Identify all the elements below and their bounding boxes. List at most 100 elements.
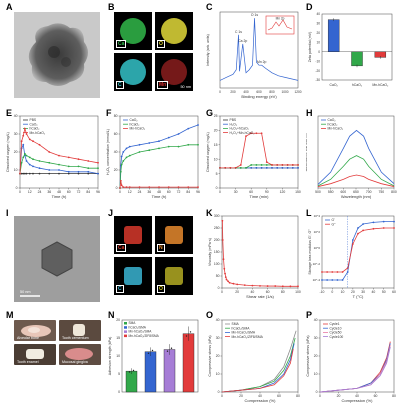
map-element-label: Mn: [157, 81, 169, 89]
photo-shape: [65, 348, 93, 360]
photo-shape: [21, 325, 51, 337]
legend-label: hCaO₂: [30, 127, 41, 131]
data-point: [48, 172, 51, 175]
data-point: [250, 166, 253, 169]
y-tick-label: 25: [214, 114, 218, 118]
data-point: [148, 142, 151, 144]
photo-tooth-cementum: Tooth cementum: [59, 320, 101, 341]
data-point: [224, 166, 227, 169]
y-tick-label: -10: [315, 59, 320, 63]
x-tick-label: 60: [67, 190, 71, 194]
x-axis-label: Compression (%): [342, 398, 374, 403]
data-point: [120, 163, 123, 166]
map-tile-ca: Ca: [114, 216, 152, 254]
data-point: [25, 172, 28, 175]
y-tick-label: 30: [216, 336, 220, 340]
map-tile-mn: Mn 50 nm: [155, 53, 193, 91]
y-tick-label: 100: [214, 262, 220, 266]
y-tick-label: 5: [118, 372, 120, 376]
x-axis-label: Shear rate (1/s): [246, 294, 274, 299]
map-tile-o: O: [155, 12, 193, 50]
data-point: [97, 172, 99, 175]
x-tick-label: 20: [351, 290, 355, 294]
chart-h: Absorbance OD 652 nm Wavelength (nm) 500 55…: [306, 115, 397, 199]
data-point: [58, 172, 60, 175]
x-tick-label: 84: [186, 190, 190, 194]
y-tick-label: 20: [14, 150, 18, 154]
y-tick-label: 300: [214, 214, 220, 218]
data-point: [128, 186, 131, 188]
x-tick-label: 1000: [281, 90, 288, 94]
data-point: [341, 279, 344, 281]
y-axis-label: Compressive stress (kPa): [208, 335, 212, 376]
photo-tooth-enamel: Tooth enamel: [14, 344, 56, 365]
y-tick-label: 10^-4: [313, 278, 321, 282]
y-tick-label: 20: [114, 168, 118, 172]
data-point: [158, 186, 160, 188]
data-point: [372, 227, 375, 230]
y-tick-label: 0: [16, 186, 18, 190]
map-element-label: C: [116, 285, 124, 293]
map-blob: [161, 18, 187, 44]
x-tick-label: 12: [28, 190, 32, 194]
y-tick-label: 0: [118, 390, 120, 394]
x-tick-label: 40: [251, 290, 255, 294]
panel-label-n: N: [108, 310, 115, 320]
data-point: [187, 127, 190, 130]
data-point: [67, 165, 70, 168]
legend-label: hCaO₂: [328, 122, 339, 126]
data-point: [147, 352, 150, 354]
data-point: [128, 145, 131, 148]
map-tile-n: N: [155, 216, 193, 254]
map-element-label: C: [116, 81, 124, 89]
photo-shape: [73, 324, 85, 336]
data-point: [177, 186, 180, 188]
y-tick-label: 10: [214, 157, 218, 161]
data-point: [177, 133, 180, 135]
y-tick-label: 0: [216, 186, 218, 190]
peak-label: Ca 2p: [238, 39, 247, 43]
data-point: [67, 156, 70, 159]
x-tick-label: 96: [96, 190, 100, 194]
data-point: [122, 160, 125, 162]
map-blob: [161, 59, 187, 85]
data-point: [221, 239, 224, 241]
panel-label-c: C: [206, 2, 213, 12]
data-point: [259, 284, 261, 287]
photo-caption: Tooth cementum: [62, 336, 89, 340]
y-axis-label: Intensity (arb. units): [206, 34, 210, 66]
y-axis-label: Storage loss modulus G', G'': [308, 229, 312, 275]
data-point: [222, 258, 225, 261]
y-tick-label: 15: [116, 336, 120, 340]
x-tick-label: -10: [320, 290, 325, 294]
x-tick-label: 800: [269, 90, 275, 94]
y-tick-label: 50: [216, 274, 220, 278]
data-point: [297, 164, 299, 166]
x-tick-label: 30: [361, 290, 365, 294]
data-point: [331, 271, 334, 273]
data-point: [187, 186, 190, 188]
chart-o: Compressive stress (kPa) Compression (%) 0…: [208, 318, 300, 403]
data-point: [158, 140, 160, 143]
y-axis-label: Viscosity (mPa·s): [208, 238, 212, 266]
data-point: [281, 285, 284, 288]
data-point: [281, 164, 284, 166]
legend-label: CaO₂: [130, 118, 139, 122]
panel-label-j: J: [108, 208, 114, 218]
y-axis-label: Compressive stress (kPa): [306, 335, 310, 376]
data-point: [382, 220, 385, 223]
data-point: [20, 172, 23, 175]
legend-label: G'': [332, 222, 336, 226]
data-point: [239, 164, 242, 166]
y-tick-label: 10^-2: [313, 262, 321, 266]
map-blob: [124, 226, 142, 244]
legend-label: SMA: [129, 321, 137, 325]
legend-swatch: [124, 322, 127, 325]
x-tick-label: 36: [47, 190, 51, 194]
x-tick-label: 60: [374, 394, 378, 398]
y-axis-label: H₂O₂ concentration (mmol/L): [106, 129, 110, 175]
data-point: [167, 186, 170, 188]
panel-label-f: F: [106, 108, 112, 118]
y-tick-label: 150: [214, 250, 220, 254]
photo-shape: [26, 349, 44, 359]
